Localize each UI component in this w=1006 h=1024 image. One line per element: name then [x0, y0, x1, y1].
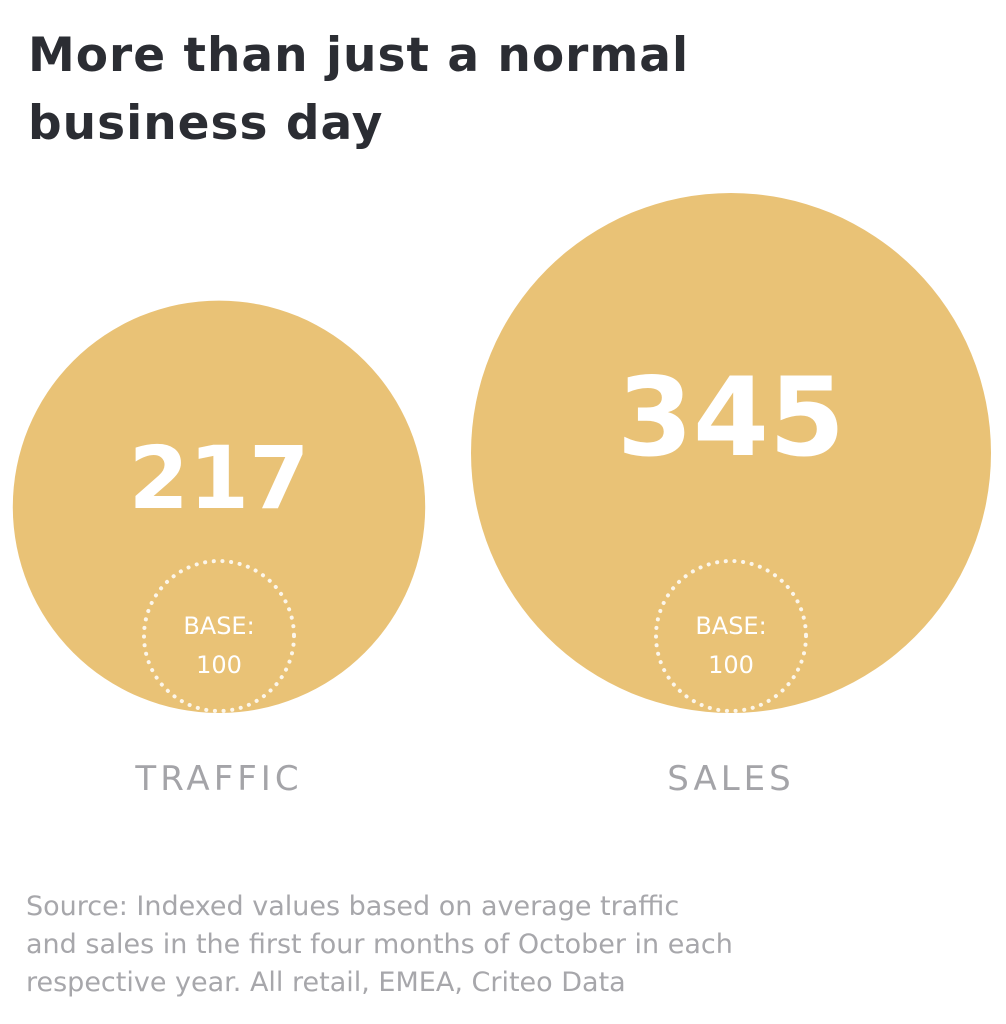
chart-title: More than just a normal business day [28, 22, 928, 158]
category-label-traffic: TRAFFIC [134, 759, 302, 799]
bubble-traffic [12, 300, 426, 713]
base-label-traffic: BASE: [183, 612, 254, 640]
source-note: Source: Indexed values based on average … [26, 888, 886, 1002]
bubble-chart-svg: 217 BASE: 100 TRAFFIC 345 BASE: 100 SALES [12, 193, 991, 799]
source-line-3: respective year. All retail, EMEA, Crite… [26, 967, 626, 998]
chart-title-line-2: business day [28, 96, 384, 151]
value-label-sales: 345 [617, 354, 845, 481]
base-label-sales: BASE: [695, 612, 766, 640]
bubble-sales [471, 193, 991, 713]
base-circle-traffic [142, 559, 296, 713]
category-label-sales: SALES [667, 759, 794, 799]
chart-title-line-1: More than just a normal [28, 28, 690, 83]
base-value-sales: 100 [708, 651, 754, 679]
value-label-traffic: 217 [129, 429, 310, 529]
base-value-traffic: 100 [196, 651, 242, 679]
base-circle-sales [654, 559, 808, 713]
source-line-2: and sales in the first four months of Oc… [26, 929, 733, 960]
bubble-chart: 217 BASE: 100 TRAFFIC 345 BASE: 100 SALES [12, 193, 991, 799]
source-line-1: Source: Indexed values based on average … [26, 891, 680, 922]
